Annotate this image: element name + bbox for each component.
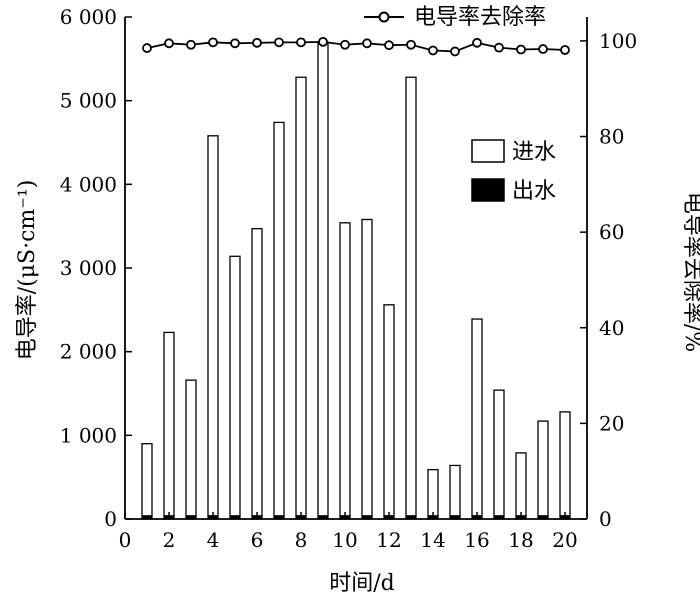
removal-rate-point [208,37,218,48]
y-left-tick-label: 0 [104,507,117,531]
removal-rate-point [428,45,438,56]
bar-inflow [207,135,219,520]
x-tick-label: 0 [119,528,132,552]
bar-inflow [295,76,307,520]
bar-inflow [405,76,417,520]
x-tick-label: 14 [420,528,445,552]
bar-inflow [515,452,527,520]
removal-rate-point [538,44,548,54]
bar-inflow [273,121,285,520]
y-right-tick-label: 0 [599,507,612,531]
bar-inflow [141,443,153,520]
y-right-tick-label: 80 [599,125,624,149]
bar-inflow [449,464,461,520]
y-left-tick-label: 6 000 [60,5,117,29]
legend-item-outflow: 出水 [471,178,556,204]
x-tick-label: 18 [508,528,533,552]
y-left-tick-label: 3 000 [60,256,117,280]
y-right-tick-label: 20 [599,411,624,435]
y-left-tick-label: 5 000 [60,89,117,113]
bar-inflow [383,304,395,520]
y-right-tick-label: 100 [599,29,637,53]
legend-label-rate: 电导率去除率 [414,5,546,30]
x-tick-label: 20 [552,528,577,552]
bar-inflow [471,318,483,520]
legend-rate-marker [378,11,390,23]
y-left-tick-label: 2 000 [60,340,117,364]
removal-rate-point [186,39,196,50]
removal-rate-point [230,38,240,49]
bar-inflow [229,255,241,520]
bar-inflow [427,468,439,520]
axes-group: 0 2 4 6 8 10 12 14 16 18 20 0 1 000 2 000 3 000 4 000 5 … [60,5,637,552]
bar-inflow [251,228,263,520]
bar-inflow [317,41,329,520]
bar-inflow [537,420,549,520]
removal-rate-point [142,43,152,53]
legend-item-inflow: 进水 [471,139,556,165]
x-tick-label: 6 [251,528,264,552]
legend-label-outflow: 出水 [512,179,556,204]
legend-inflow-swatch [471,139,505,163]
x-tick-label: 16 [464,528,489,552]
legend-item-rate: 电导率去除率 [364,5,546,30]
removal-rate-point [318,36,328,47]
x-tick-label: 2 [163,528,176,552]
removal-rate-point [494,42,504,53]
y-left-tick-label: 1 000 [60,423,117,447]
x-tick-label: 8 [295,528,308,552]
bar-inflow [339,222,351,520]
bar-inflow [361,218,373,520]
x-tick-label: 10 [332,528,357,552]
removal-rate-line-group [142,36,570,57]
y-right-tick-label: 60 [599,220,624,244]
bar-inflow [559,411,571,520]
removal-rate-point [274,37,284,48]
removal-rate-point [340,39,350,50]
removal-rate-point [362,38,372,49]
removal-rate-point [516,44,526,55]
bar-inflow [163,331,175,520]
x-tick-label: 4 [207,528,220,552]
removal-rate-point [384,40,394,51]
y-axis-left-title: 电导率/(μS·cm⁻¹) [15,180,40,361]
legend-outflow-swatch [471,178,505,202]
x-axis-title: 时间/d [329,571,395,596]
x-tick-label: 12 [376,528,401,552]
legend: 电导率去除率 进水 出水 [364,5,556,204]
removal-rate-point [164,38,174,49]
removal-rate-point [252,37,262,48]
removal-rate-point [296,37,306,48]
removal-rate-point [406,39,416,50]
removal-rate-point [450,46,460,57]
removal-rate-point [560,45,570,55]
y-left-tick-label: 4 000 [60,172,117,196]
bars-group [141,41,571,520]
bar-inflow [185,379,197,520]
bar-inflow [493,389,505,520]
y-right-tick-label: 40 [599,316,624,340]
legend-label-inflow: 进水 [512,140,556,165]
removal-rate-point [472,37,482,48]
y-axis-right-title: 电导率去除率/% [680,192,700,352]
